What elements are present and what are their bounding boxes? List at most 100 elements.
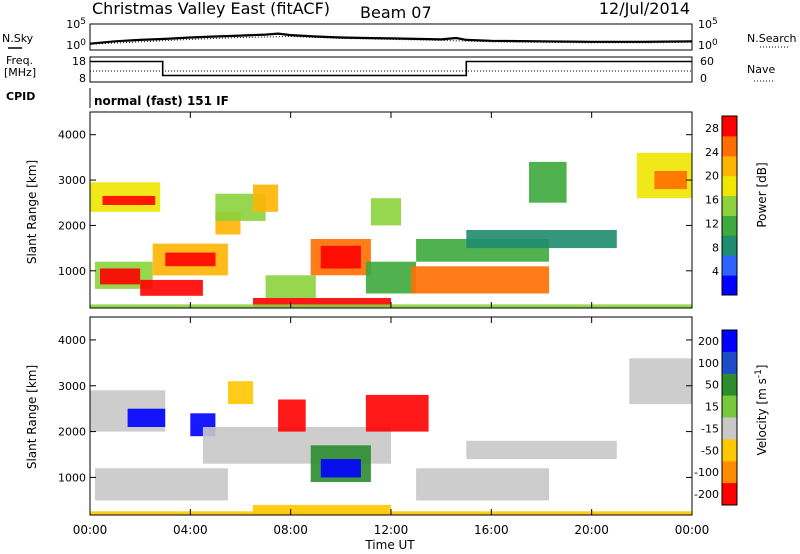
velocity-data-cell (253, 504, 391, 515)
nave-right-tick: 60 (700, 55, 714, 68)
power-colorbar-swatch (722, 235, 737, 256)
nave-label: Nave (747, 63, 775, 76)
velocity-colorbar-swatch (722, 461, 737, 484)
power-colorbar-swatch (722, 155, 737, 177)
cpid-value: normal (fast) 151 IF (94, 94, 229, 108)
power-colorbar-tick: 28 (705, 122, 719, 135)
velocity-y-axis-title: Slant Range [km] (25, 365, 39, 469)
power-data-cell (140, 279, 203, 296)
x-tick-label: 12:00 (374, 523, 409, 537)
velocity-y-tick-label: 4000 (58, 334, 86, 347)
power-data-cell (654, 171, 687, 190)
velocity-data-cell (95, 468, 228, 501)
power-colorbar-tick: 16 (705, 194, 719, 207)
cpid-label: CPID (6, 90, 35, 103)
velocity-colorbar-tick: 200 (698, 335, 719, 348)
nave-right-tick: 0 (700, 72, 707, 85)
power-y-tick-label: 2000 (58, 219, 86, 232)
power-data-cell (102, 195, 156, 205)
velocity-data-cell (127, 408, 166, 427)
nsearch-series-line (89, 35, 693, 45)
velocity-colorbar-swatch (722, 417, 737, 440)
velocity-colorbar-tick: -100 (694, 466, 719, 479)
power-data-cell (466, 230, 617, 249)
freq-series-line (90, 60, 692, 77)
power-y-tick-label: 4000 (58, 129, 86, 142)
nsky-label: N.Sky (2, 32, 34, 45)
power-colorbar-tick: 20 (705, 170, 719, 183)
chart-title: Christmas Valley East (fitACF) (92, 0, 330, 18)
power-data-cell (100, 268, 141, 285)
x-tick-label: 00:00 (73, 523, 108, 537)
power-colorbar-swatch (722, 215, 737, 236)
power-colorbar-swatch (722, 275, 737, 296)
power-data-cell (165, 252, 216, 267)
power-data-cell (411, 266, 550, 294)
velocity-colorbar-tick: 15 (705, 401, 719, 414)
noise-left-tick: 105 (66, 17, 86, 31)
velocity-data-cell (416, 468, 549, 501)
x-tick-label: 20:00 (574, 523, 609, 537)
velocity-data-cell (320, 459, 361, 478)
power-data-cell (253, 298, 391, 308)
freq-panel-frame (89, 56, 693, 83)
velocity-colorbar-tick: -200 (694, 488, 719, 501)
freq-unit-label: [MHz] (4, 66, 36, 79)
x-tick-label: 16:00 (474, 523, 509, 537)
date-label: 12/Jul/2014 (599, 0, 690, 18)
power-colorbar-tick: 24 (705, 146, 719, 159)
velocity-colorbar-tick: 50 (705, 379, 719, 392)
power-colorbar-tick: 4 (712, 265, 719, 278)
velocity-colorbar-swatch (722, 483, 737, 506)
velocity-data-cell (365, 394, 429, 432)
power-colorbar-tick: 8 (712, 241, 719, 254)
velocity-colorbar-title: Velocity [m s-1] (754, 365, 769, 456)
power-colorbar-swatch (722, 195, 737, 216)
power-data-cell (365, 261, 417, 294)
velocity-colorbar-tick: 100 (698, 357, 719, 370)
x-tick-label: 08:00 (273, 523, 308, 537)
velocity-data-cell (466, 440, 617, 460)
chart-plot-layer: 105 100 105 100 18 8 60 0 1000 2000 3000 4000 1000 20… (58, 17, 738, 537)
power-colorbar-swatch (722, 175, 737, 197)
velocity-y-tick-label: 2000 (58, 426, 86, 439)
noise-left-tick: 100 (66, 38, 86, 52)
x-tick-label: 04:00 (173, 523, 208, 537)
velocity-colorbar-tick: -15 (701, 422, 719, 435)
freq-left-tick: 18 (72, 55, 86, 68)
power-data-cell (370, 198, 401, 226)
velocity-y-tick-label: 1000 (58, 471, 86, 484)
velocity-colorbar-frame (721, 329, 738, 506)
freq-left-tick: 8 (79, 72, 86, 85)
power-colorbar-title: Power [dB] (755, 162, 769, 227)
power-data-cell (265, 275, 316, 298)
velocity-data-cell (629, 358, 692, 405)
nsearch-label: N.Search (747, 32, 797, 45)
power-data-cell (253, 184, 279, 212)
power-y-axis-title: Slant Range [km] (25, 160, 39, 264)
x-tick-label: 00:00 (675, 523, 710, 537)
noise-right-tick: 100 (698, 38, 718, 52)
noise-panel-frame (89, 23, 693, 51)
velocity-data-cell (278, 399, 306, 432)
velocity-colorbar-swatch (722, 351, 737, 375)
velocity-colorbar-tick: -50 (701, 444, 719, 457)
velocity-colorbar-swatch (722, 330, 737, 353)
power-colorbar-swatch (722, 255, 737, 276)
velocity-data-cell (228, 381, 254, 405)
nsky-series-line (89, 32, 693, 45)
x-axis-title: Time UT (364, 538, 415, 552)
velocity-colorbar-swatch (722, 373, 737, 397)
beam-label: Beam 07 (360, 3, 432, 22)
noise-right-tick: 105 (698, 17, 718, 31)
velocity-y-tick-label: 3000 (58, 380, 86, 393)
power-y-tick-label: 3000 (58, 174, 86, 187)
freq-label: Freq. (6, 54, 33, 67)
power-colorbar-tick: 12 (705, 217, 719, 230)
velocity-colorbar-swatch (722, 439, 737, 462)
power-data-cell (529, 161, 567, 203)
power-colorbar-frame (721, 115, 738, 296)
power-colorbar-swatch (722, 116, 737, 137)
power-data-cell (320, 245, 361, 269)
